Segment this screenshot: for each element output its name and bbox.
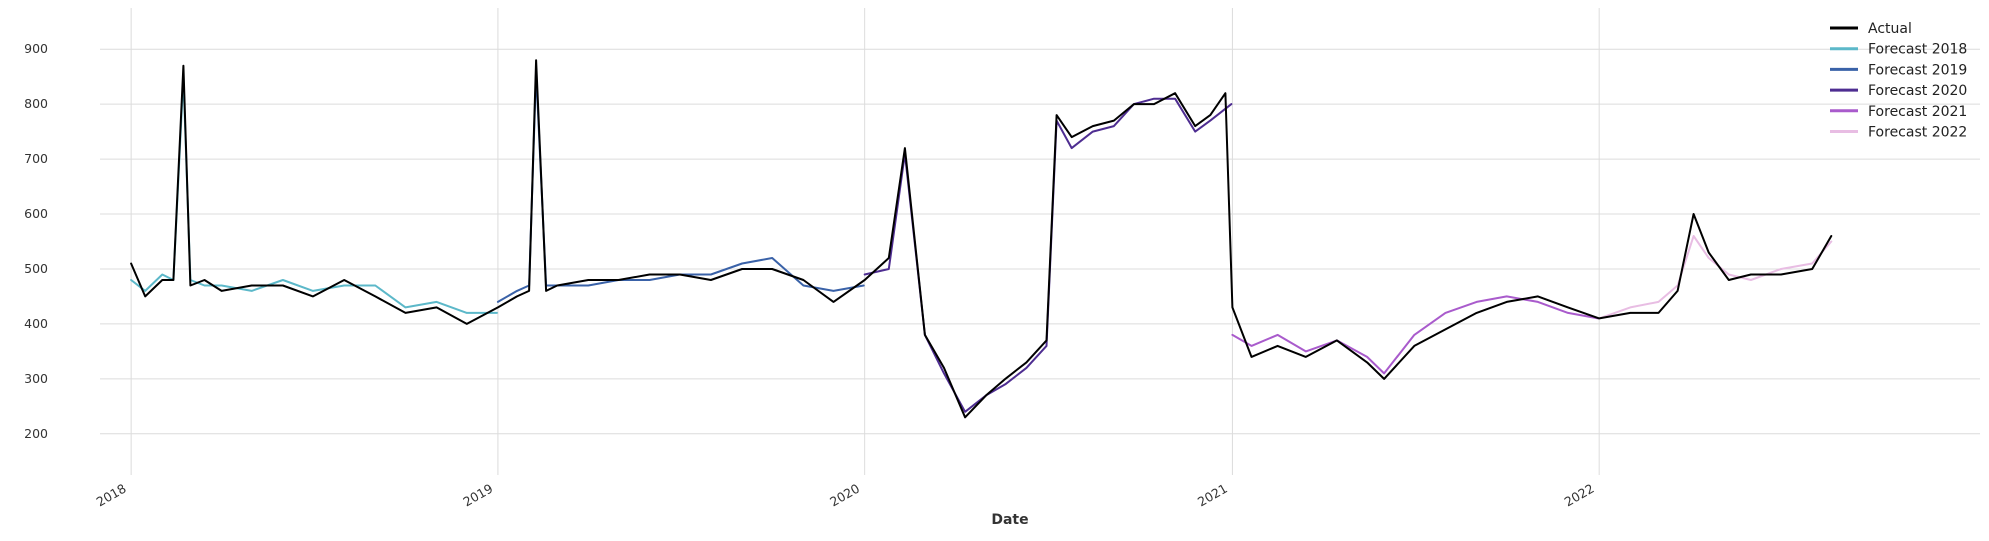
legend-label-forecast-2019: Forecast 2019: [1868, 62, 1967, 78]
y-tick-label: 300: [24, 371, 48, 386]
legend: Actual Forecast 2018 Forecast 2019 Forecast…: [1830, 21, 1967, 141]
legend-label-forecast-2020: Forecast 2020: [1868, 83, 1967, 99]
legend-label-forecast-2018: Forecast 2018: [1868, 42, 1967, 58]
series-line-forecast-2019: [496, 70, 865, 303]
y-tick-label: 800: [24, 96, 48, 111]
gridlines: [100, 8, 1980, 475]
y-axis-ticks: 200 300 400 500 600 700 800 900: [24, 41, 48, 441]
x-axis-title: Date: [991, 512, 1028, 528]
y-tick-label: 200: [24, 426, 48, 441]
legend-label-actual: Actual: [1868, 21, 1912, 37]
series-line-actual: [130, 59, 1833, 419]
series-line-forecast-2020: [863, 97, 1233, 413]
series-lines: [130, 59, 1833, 419]
x-tick-label: 2021: [1195, 481, 1230, 510]
y-tick-label: 900: [24, 41, 48, 56]
x-tick-label: 2019: [460, 481, 495, 510]
x-axis-ticks: 2018 2019 2020 2021 2022: [94, 481, 1597, 510]
y-tick-label: 600: [24, 206, 48, 221]
series-line-forecast-2021: [1231, 295, 1600, 375]
x-tick-label: 2018: [94, 481, 129, 510]
x-tick-label: 2022: [1562, 481, 1597, 510]
series-line-forecast-2018: [130, 75, 498, 314]
y-tick-label: 700: [24, 151, 48, 166]
legend-label-forecast-2021: Forecast 2021: [1868, 104, 1967, 120]
series-line-forecast-2022: [1598, 235, 1833, 320]
x-tick-label: 2020: [827, 481, 862, 510]
y-tick-label: 400: [24, 316, 48, 331]
y-tick-label: 500: [24, 261, 48, 276]
legend-label-forecast-2022: Forecast 2022: [1868, 125, 1967, 141]
